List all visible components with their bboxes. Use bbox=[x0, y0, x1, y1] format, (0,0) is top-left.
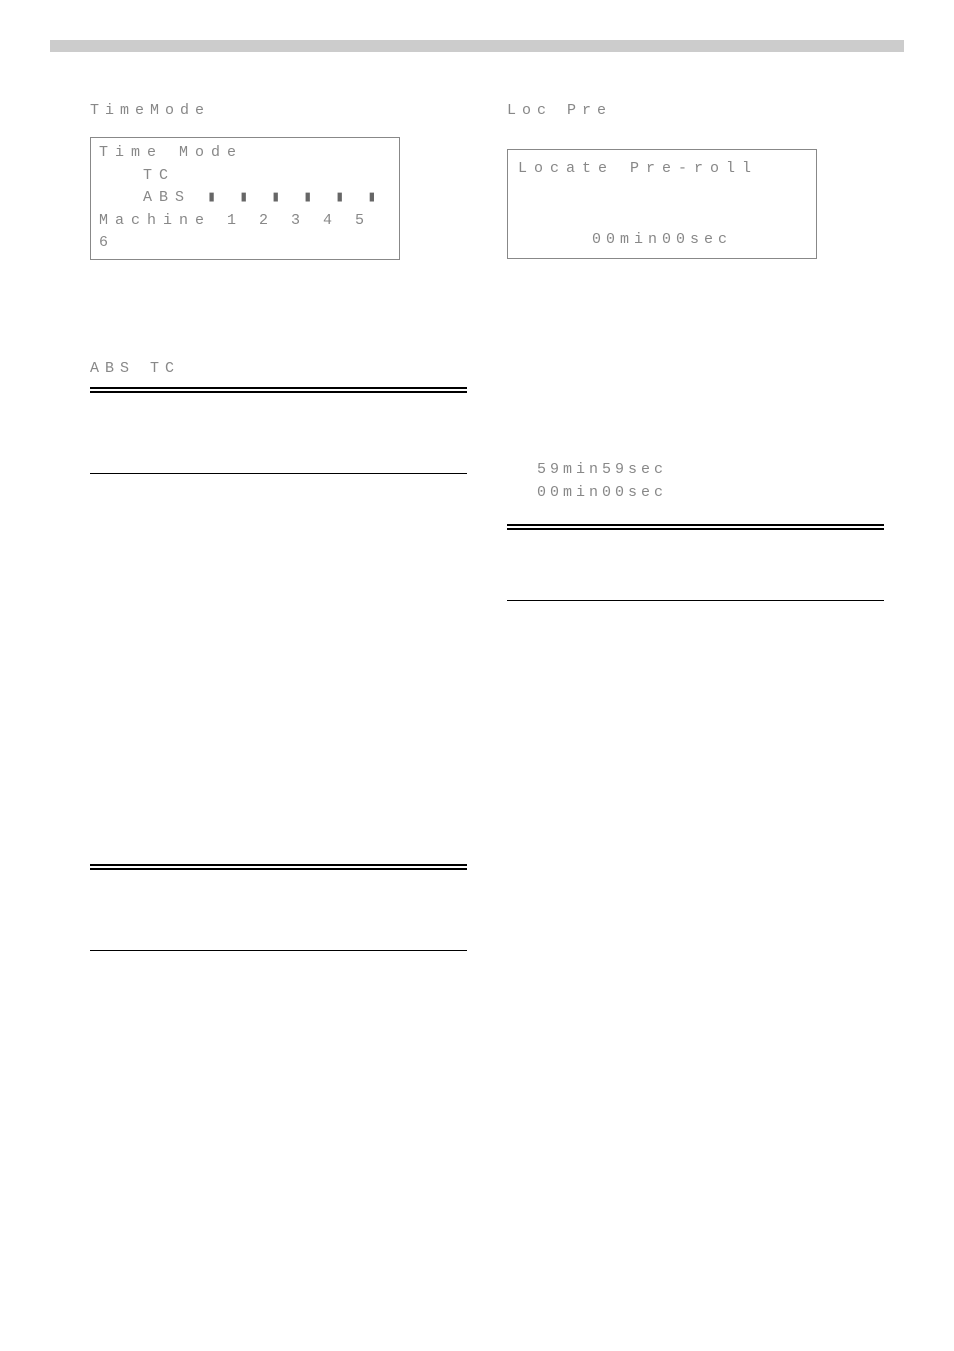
loc-pre-title: Loc Pre bbox=[507, 102, 884, 119]
abs-label: ABS bbox=[99, 189, 191, 206]
header-bar bbox=[50, 40, 904, 52]
time-mode-lcd: Time Mode TC ABS ▮ ▮ ▮ ▮ ▮ ▮ Machine 1 2… bbox=[90, 137, 400, 260]
locate-preroll-title: Locate Pre-roll bbox=[518, 158, 806, 181]
abs-tc-label: ABS TC bbox=[90, 360, 467, 377]
divider-double-right-1 bbox=[507, 524, 884, 530]
divider-single-right-1 bbox=[507, 600, 884, 601]
divider-double-2 bbox=[90, 864, 467, 870]
divider-double-1 bbox=[90, 387, 467, 393]
locate-preroll-lcd: Locate Pre-roll 00min00sec bbox=[507, 149, 817, 259]
content-wrapper: TimeMode Time Mode TC ABS ▮ ▮ ▮ ▮ ▮ ▮ Ma… bbox=[50, 102, 904, 1001]
range-min: 00min00sec bbox=[537, 482, 884, 505]
divider-single-2 bbox=[90, 950, 467, 951]
locate-preroll-value: 00min00sec bbox=[518, 231, 806, 248]
lcd-row-abs: ABS ▮ ▮ ▮ ▮ ▮ ▮ bbox=[99, 187, 391, 210]
lcd-row-tc: TC bbox=[99, 165, 391, 188]
lcd-row-title: Time Mode bbox=[99, 142, 391, 165]
lcd-row-machine: Machine 1 2 3 4 5 6 bbox=[99, 210, 391, 255]
abs-blocks: ▮ ▮ ▮ ▮ ▮ ▮ bbox=[207, 189, 383, 206]
left-column: TimeMode Time Mode TC ABS ▮ ▮ ▮ ▮ ▮ ▮ Ma… bbox=[50, 102, 467, 1001]
range-max: 59min59sec bbox=[537, 459, 884, 482]
time-mode-title: TimeMode bbox=[90, 102, 467, 119]
right-column: Loc Pre Locate Pre-roll 00min00sec 59min… bbox=[507, 102, 904, 1001]
divider-single-1 bbox=[90, 473, 467, 474]
